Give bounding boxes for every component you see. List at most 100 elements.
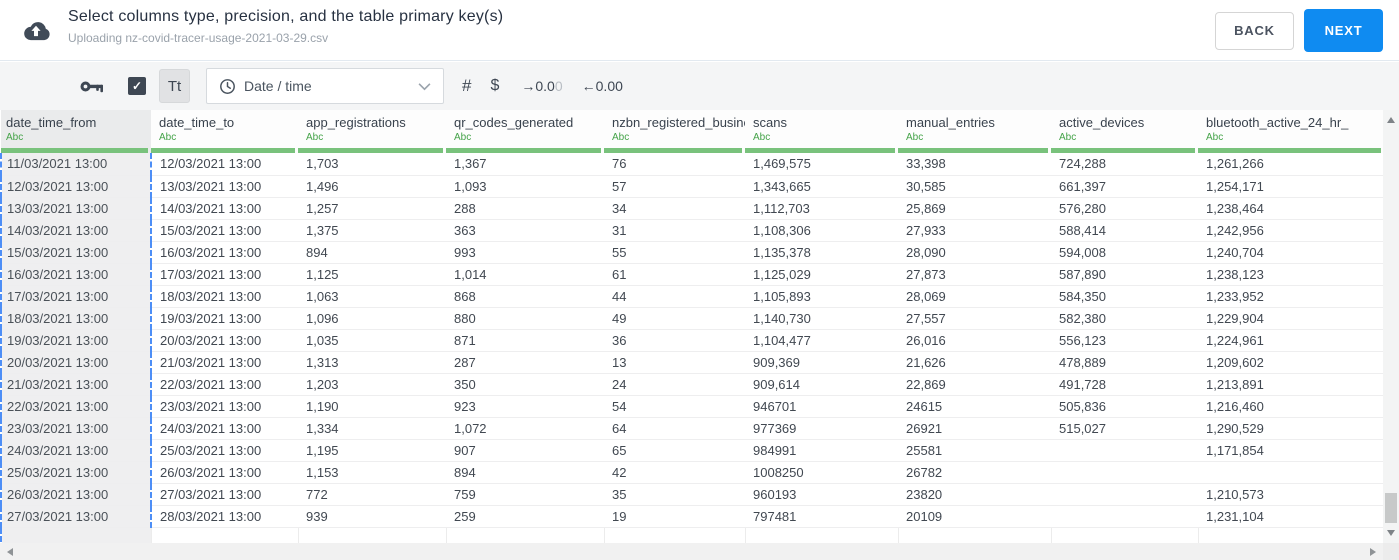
scroll-right-arrow[interactable] — [1365, 543, 1381, 560]
cell-qr_codes_generated[interactable]: 1,367 — [446, 153, 604, 176]
column-header-active_devices[interactable]: active_devices Abc — [1051, 110, 1198, 153]
cell-date_time_from[interactable]: 19/03/2021 13:00 — [0, 329, 152, 352]
cell-qr_codes_generated[interactable]: 1,014 — [446, 263, 604, 286]
cell-nzbn_registered_busine[interactable]: 64 — [604, 417, 745, 440]
currency-type-button[interactable]: $ — [490, 77, 500, 94]
cell-manual_entries[interactable]: 26782 — [898, 461, 1051, 484]
cell-app_registrations[interactable] — [298, 527, 447, 543]
cell-app_registrations[interactable]: 1,096 — [298, 307, 446, 330]
cell-bluetooth_active_24_hr_[interactable]: 1,229,904 — [1198, 307, 1383, 330]
cell-qr_codes_generated[interactable] — [446, 527, 605, 543]
cell-nzbn_registered_busine[interactable]: 42 — [604, 461, 745, 484]
cell-bluetooth_active_24_hr_[interactable]: 1,238,123 — [1198, 263, 1383, 286]
cell-qr_codes_generated[interactable]: 923 — [446, 395, 604, 418]
cell-scans[interactable]: 1,125,029 — [745, 263, 898, 286]
cell-active_devices[interactable]: 584,350 — [1051, 285, 1198, 308]
cell-nzbn_registered_busine[interactable]: 57 — [604, 175, 745, 198]
cell-scans[interactable]: 1,469,575 — [745, 153, 898, 176]
cell-scans[interactable] — [745, 527, 899, 543]
cell-qr_codes_generated[interactable]: 907 — [446, 439, 604, 462]
cell-bluetooth_active_24_hr_[interactable] — [1198, 527, 1383, 543]
cell-bluetooth_active_24_hr_[interactable]: 1,231,104 — [1198, 505, 1383, 528]
cell-manual_entries[interactable]: 22,869 — [898, 373, 1051, 396]
next-button[interactable]: NEXT — [1304, 9, 1383, 52]
cell-active_devices[interactable]: 556,123 — [1051, 329, 1198, 352]
cell-date_time_to[interactable]: 23/03/2021 13:00 — [151, 395, 298, 418]
cell-app_registrations[interactable]: 1,375 — [298, 219, 446, 242]
cell-active_devices[interactable]: 588,414 — [1051, 219, 1198, 242]
scroll-left-arrow[interactable] — [2, 543, 18, 560]
cell-nzbn_registered_busine[interactable]: 55 — [604, 241, 745, 264]
cell-bluetooth_active_24_hr_[interactable]: 1,210,573 — [1198, 483, 1383, 506]
cell-date_time_from[interactable]: 18/03/2021 13:00 — [0, 307, 152, 330]
cell-date_time_from[interactable]: 23/03/2021 13:00 — [0, 417, 152, 440]
cell-nzbn_registered_busine[interactable]: 19 — [604, 505, 745, 528]
cell-manual_entries[interactable]: 25,869 — [898, 197, 1051, 220]
cell-scans[interactable]: 946701 — [745, 395, 898, 418]
cell-qr_codes_generated[interactable]: 993 — [446, 241, 604, 264]
cell-bluetooth_active_24_hr_[interactable]: 1,233,952 — [1198, 285, 1383, 308]
cell-date_time_to[interactable]: 18/03/2021 13:00 — [151, 285, 298, 308]
cell-manual_entries[interactable] — [898, 527, 1052, 543]
cell-nzbn_registered_busine[interactable]: 13 — [604, 351, 745, 374]
cell-scans[interactable]: 1,112,703 — [745, 197, 898, 220]
cell-nzbn_registered_busine[interactable]: 35 — [604, 483, 745, 506]
cell-date_time_to[interactable]: 24/03/2021 13:00 — [151, 417, 298, 440]
cell-qr_codes_generated[interactable]: 868 — [446, 285, 604, 308]
cell-qr_codes_generated[interactable]: 894 — [446, 461, 604, 484]
column-header-scans[interactable]: scans Abc — [745, 110, 898, 153]
decrease-decimal-button[interactable]: ←0.00 — [581, 78, 623, 94]
cell-date_time_from[interactable]: 12/03/2021 13:00 — [0, 175, 152, 198]
cell-app_registrations[interactable]: 1,703 — [298, 153, 446, 176]
cell-date_time_to[interactable]: 20/03/2021 13:00 — [151, 329, 298, 352]
cell-date_time_from[interactable] — [0, 527, 152, 543]
cell-manual_entries[interactable]: 28,090 — [898, 241, 1051, 264]
cell-nzbn_registered_busine[interactable]: 76 — [604, 153, 745, 176]
cell-date_time_from[interactable]: 16/03/2021 13:00 — [0, 263, 152, 286]
cell-scans[interactable]: 1008250 — [745, 461, 898, 484]
cell-qr_codes_generated[interactable]: 287 — [446, 351, 604, 374]
cell-scans[interactable]: 984991 — [745, 439, 898, 462]
cell-date_time_from[interactable]: 13/03/2021 13:00 — [0, 197, 152, 220]
cell-active_devices[interactable] — [1051, 439, 1198, 462]
cell-date_time_from[interactable]: 21/03/2021 13:00 — [0, 373, 152, 396]
cell-manual_entries[interactable]: 27,933 — [898, 219, 1051, 242]
cell-qr_codes_generated[interactable]: 259 — [446, 505, 604, 528]
cell-app_registrations[interactable]: 1,195 — [298, 439, 446, 462]
cell-manual_entries[interactable]: 20109 — [898, 505, 1051, 528]
cell-scans[interactable]: 1,105,893 — [745, 285, 898, 308]
cell-bluetooth_active_24_hr_[interactable]: 1,240,704 — [1198, 241, 1383, 264]
cell-nzbn_registered_busine[interactable] — [604, 527, 746, 543]
cell-nzbn_registered_busine[interactable]: 31 — [604, 219, 745, 242]
cell-date_time_to[interactable]: 14/03/2021 13:00 — [151, 197, 298, 220]
cell-nzbn_registered_busine[interactable]: 61 — [604, 263, 745, 286]
cell-date_time_from[interactable]: 24/03/2021 13:00 — [0, 439, 152, 462]
cell-date_time_to[interactable]: 26/03/2021 13:00 — [151, 461, 298, 484]
cell-manual_entries[interactable]: 26,016 — [898, 329, 1051, 352]
cell-manual_entries[interactable]: 24615 — [898, 395, 1051, 418]
cell-nzbn_registered_busine[interactable]: 34 — [604, 197, 745, 220]
cell-bluetooth_active_24_hr_[interactable]: 1,254,171 — [1198, 175, 1383, 198]
cell-bluetooth_active_24_hr_[interactable]: 1,238,464 — [1198, 197, 1383, 220]
column-header-app_registrations[interactable]: app_registrations Abc — [298, 110, 446, 153]
cell-app_registrations[interactable]: 1,035 — [298, 329, 446, 352]
cell-qr_codes_generated[interactable]: 1,093 — [446, 175, 604, 198]
cell-scans[interactable]: 960193 — [745, 483, 898, 506]
cell-scans[interactable]: 797481 — [745, 505, 898, 528]
cell-qr_codes_generated[interactable]: 288 — [446, 197, 604, 220]
cell-active_devices[interactable] — [1051, 505, 1198, 528]
cell-qr_codes_generated[interactable]: 1,072 — [446, 417, 604, 440]
cell-date_time_to[interactable]: 19/03/2021 13:00 — [151, 307, 298, 330]
cell-date_time_from[interactable]: 26/03/2021 13:00 — [0, 483, 152, 506]
cell-qr_codes_generated[interactable]: 350 — [446, 373, 604, 396]
cell-manual_entries[interactable]: 27,557 — [898, 307, 1051, 330]
cell-date_time_to[interactable]: 27/03/2021 13:00 — [151, 483, 298, 506]
cell-nzbn_registered_busine[interactable]: 24 — [604, 373, 745, 396]
cell-date_time_to[interactable]: 13/03/2021 13:00 — [151, 175, 298, 198]
cell-scans[interactable]: 1,104,477 — [745, 329, 898, 352]
number-type-button[interactable]: # — [462, 76, 472, 95]
cell-active_devices[interactable]: 505,836 — [1051, 395, 1198, 418]
cell-manual_entries[interactable]: 23820 — [898, 483, 1051, 506]
primary-key-icon[interactable] — [80, 79, 104, 94]
cell-active_devices[interactable]: 576,280 — [1051, 197, 1198, 220]
